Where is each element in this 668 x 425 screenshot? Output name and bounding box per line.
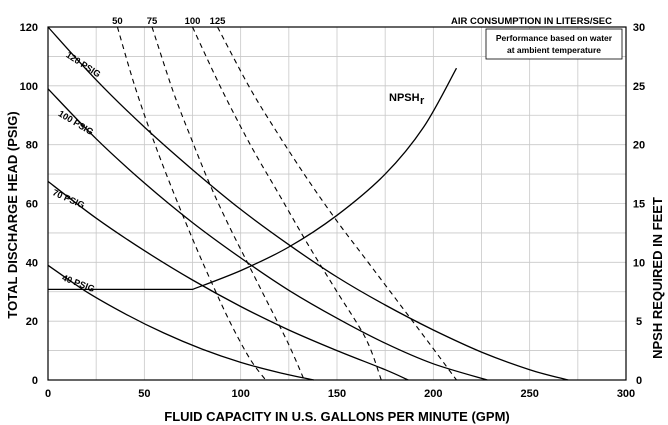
air-curve-75 [151,26,305,381]
y2-tick-labels: 0 5 10 15 20 25 30 [633,22,645,387]
x-tick-label: 300 [617,388,635,400]
air-consumption-labels: 50 75 100 125 [112,16,226,27]
x-tick-labels: 0 50 100 150 200 250 300 [45,388,635,400]
x-tick-label: 250 [520,388,538,400]
x-tick-label: 200 [424,388,442,400]
curve-label-70-psig: 70 PSIG [51,187,86,210]
air-curve-125 [217,26,457,381]
grid [48,27,626,380]
curve-label-100-psig: 100 PSIG [57,108,96,137]
pressure-curve-40-psig [47,264,315,381]
y2-tick-label: 25 [633,81,645,93]
note-line-2: at ambient temperature [507,45,601,55]
curve-label-120-psig: 120 PSIG [64,50,102,80]
y2-tick-label: 30 [633,22,645,34]
y-tick-label: 40 [26,257,38,269]
y-tick-label: 60 [26,199,38,211]
note-box: Performance based on water at ambient te… [485,28,623,60]
npsh-label-subscript: r [420,95,425,107]
y-tick-label: 100 [20,81,38,93]
npsh-curve [48,67,458,291]
curve-label-40-psig: 40 PSIG [61,273,96,295]
curves [47,26,569,381]
x-tick-label: 0 [45,388,51,400]
pressure-curve-120-psig [47,26,569,381]
npsh-label: NPSH r [389,92,425,107]
pressure-curve-labels: 120 PSIG 100 PSIG 70 PSIG 40 PSIG [51,50,102,294]
x-tick-label: 150 [328,388,346,400]
air-label-75: 75 [147,16,158,27]
npsh-label-text: NPSH [389,92,420,104]
y2-tick-label: 10 [633,257,645,269]
y2-tick-label: 0 [636,375,642,387]
y-tick-label: 20 [26,316,38,328]
y-tick-label: 80 [26,140,38,152]
y-axis-title: TOTAL DISCHARGE HEAD (PSIG) [5,111,20,318]
pressure-curve-100-psig [47,88,488,381]
y2-tick-label: 5 [636,316,642,328]
x-axis-title: FLUID CAPACITY IN U.S. GALLONS PER MINUT… [164,409,509,424]
y-tick-label: 0 [32,375,38,387]
air-label-100: 100 [185,16,201,27]
y2-tick-label: 15 [633,199,645,211]
y-tick-labels: 0 20 40 60 80 100 120 [20,22,38,387]
note-box-border [485,28,623,60]
y2-tick-label: 20 [633,140,645,152]
air-curve-100 [192,26,382,381]
y-tick-label: 120 [20,22,38,34]
x-tick-label: 50 [138,388,150,400]
pressure-curve-70-psig [47,180,409,381]
air-label-125: 125 [210,16,227,27]
y2-axis-title: NPSH REQUIRED IN FEET [650,197,665,359]
x-tick-label: 100 [231,388,249,400]
air-consumption-title: AIR CONSUMPTION IN LITERS/SEC [451,16,612,27]
air-label-50: 50 [112,16,123,27]
note-line-1: Performance based on water [496,33,613,43]
